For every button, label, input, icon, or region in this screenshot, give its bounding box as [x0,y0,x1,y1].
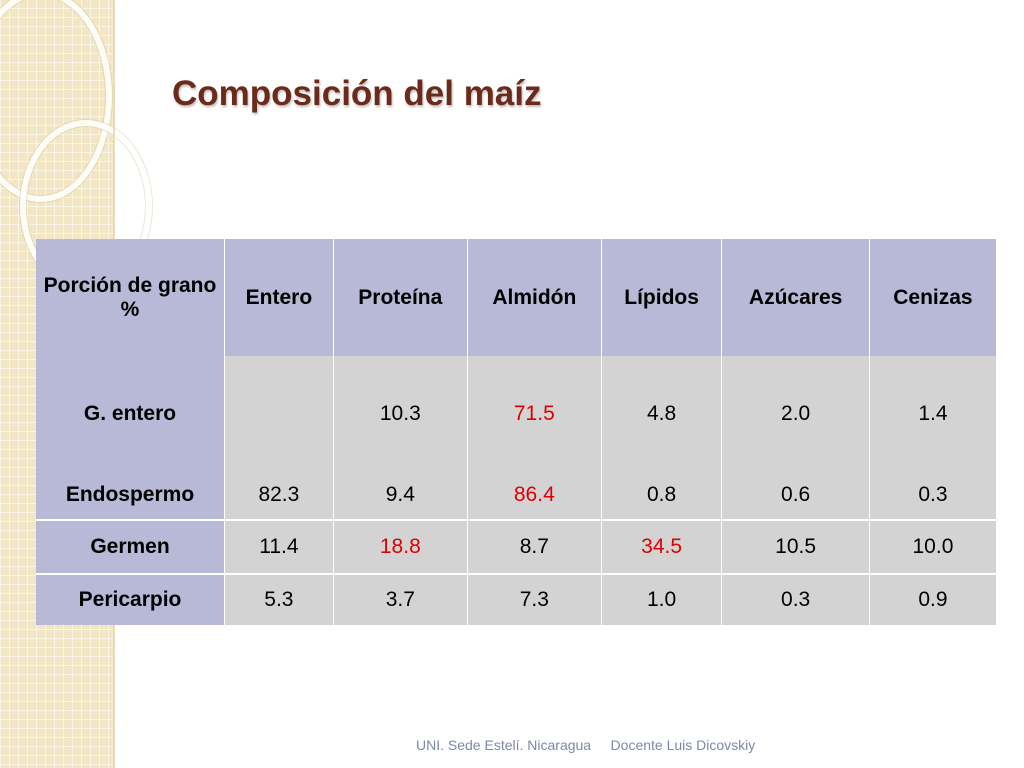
table-row: Endospermo 82.3 9.4 86.4 0.8 0.6 0.3 [36,471,996,521]
header-cell: Almidón [467,239,602,356]
header-cell: Cenizas [869,239,996,356]
table-cell: 0.6 [721,471,870,521]
footer-institution: UNI. Sede Estelí. Nicaragua [416,737,592,753]
table-cell: 82.3 [224,471,334,521]
row-label: Germen [36,520,225,575]
table-cell-highlight: 34.5 [601,520,723,575]
table-cell: 5.3 [224,574,334,625]
table-cell: 10.5 [721,520,870,575]
slide-footer: UNI. Sede Estelí. Nicaragua Docente Luis… [416,737,755,753]
table-cell: 10.0 [869,520,996,575]
header-cell: Proteína [333,239,468,356]
table-cell: 7.3 [467,574,602,625]
table-cell: 4.8 [601,356,723,471]
table-cell: 9.4 [333,471,468,521]
row-label: G. entero [36,356,225,471]
composition-table: Porción de grano % Entero Proteína Almid… [36,239,996,625]
table-header-row: Porción de grano % Entero Proteína Almid… [36,239,996,356]
row-label: Endospermo [36,471,225,521]
table-cell: 0.3 [721,574,870,625]
footer-author: Docente Luis Dicovskiy [610,737,756,753]
table-cell-highlight: 71.5 [467,356,602,471]
table-cell: 10.3 [333,356,468,471]
table-cell: 2.0 [721,356,870,471]
header-cell: Azúcares [721,239,870,356]
row-label: Pericarpio [36,574,225,625]
header-cell: Lípidos [601,239,723,356]
table-cell [224,356,334,471]
header-cell: Porción de grano % [36,239,225,356]
table-cell: 3.7 [333,574,468,625]
table-row: Pericarpio 5.3 3.7 7.3 1.0 0.3 0.9 [36,574,996,625]
table-cell-highlight: 18.8 [333,520,468,575]
slide-title: Composición del maíz [172,74,542,113]
table-cell: 0.9 [869,574,996,625]
table-cell: 0.8 [601,471,723,521]
table-row: G. entero 10.3 71.5 4.8 2.0 1.4 [36,356,996,471]
table-cell-highlight: 86.4 [467,471,602,521]
table-cell: 11.4 [224,520,334,575]
table-cell: 1.4 [869,356,996,471]
table-cell: 1.0 [601,574,723,625]
header-cell: Entero [224,239,334,356]
table-cell: 0.3 [869,471,996,521]
table-cell: 8.7 [467,520,602,575]
table-row: Germen 11.4 18.8 8.7 34.5 10.5 10.0 [36,520,996,575]
